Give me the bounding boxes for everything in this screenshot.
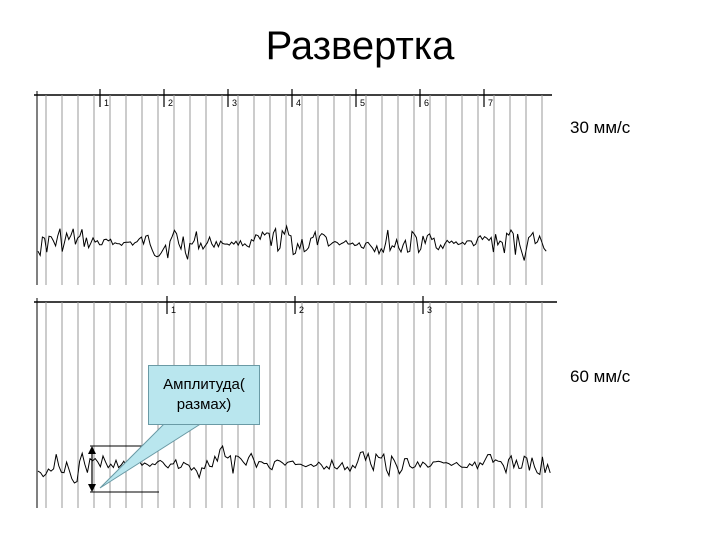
- eeg-trace: [37, 224, 547, 261]
- amplitude-callout: Амплитуда( размах): [148, 365, 260, 425]
- second-label: 2: [299, 305, 304, 315]
- second-label: 7: [488, 98, 493, 108]
- eeg-strip-30mm: 1 2 3 4 5 6 7: [34, 89, 552, 285]
- second-label: 4: [296, 98, 301, 108]
- callout-line-2: размах): [176, 396, 232, 413]
- second-label: 3: [427, 305, 432, 315]
- speed-label-top: 30 мм/с: [570, 118, 631, 137]
- second-label: 1: [171, 305, 176, 315]
- speed-label-bottom: 60 мм/с: [570, 367, 631, 386]
- second-label: 2: [168, 98, 173, 108]
- second-marks: 1 2 3: [166, 296, 432, 315]
- eeg-trace: [37, 444, 551, 484]
- second-label: 1: [104, 98, 109, 108]
- second-label: 5: [360, 98, 365, 108]
- callout-line-1: Амплитуда(: [163, 376, 245, 393]
- eeg-strip-60mm: 1 2 3: [34, 296, 557, 508]
- strip-grid: [34, 91, 552, 285]
- strip-grid: [34, 298, 557, 508]
- amplitude-marker: [88, 445, 159, 493]
- second-marks: 1 2 3 4 5 6 7: [99, 89, 493, 108]
- second-label: 3: [232, 98, 237, 108]
- second-label: 6: [424, 98, 429, 108]
- slide-title: Развертка: [265, 24, 455, 68]
